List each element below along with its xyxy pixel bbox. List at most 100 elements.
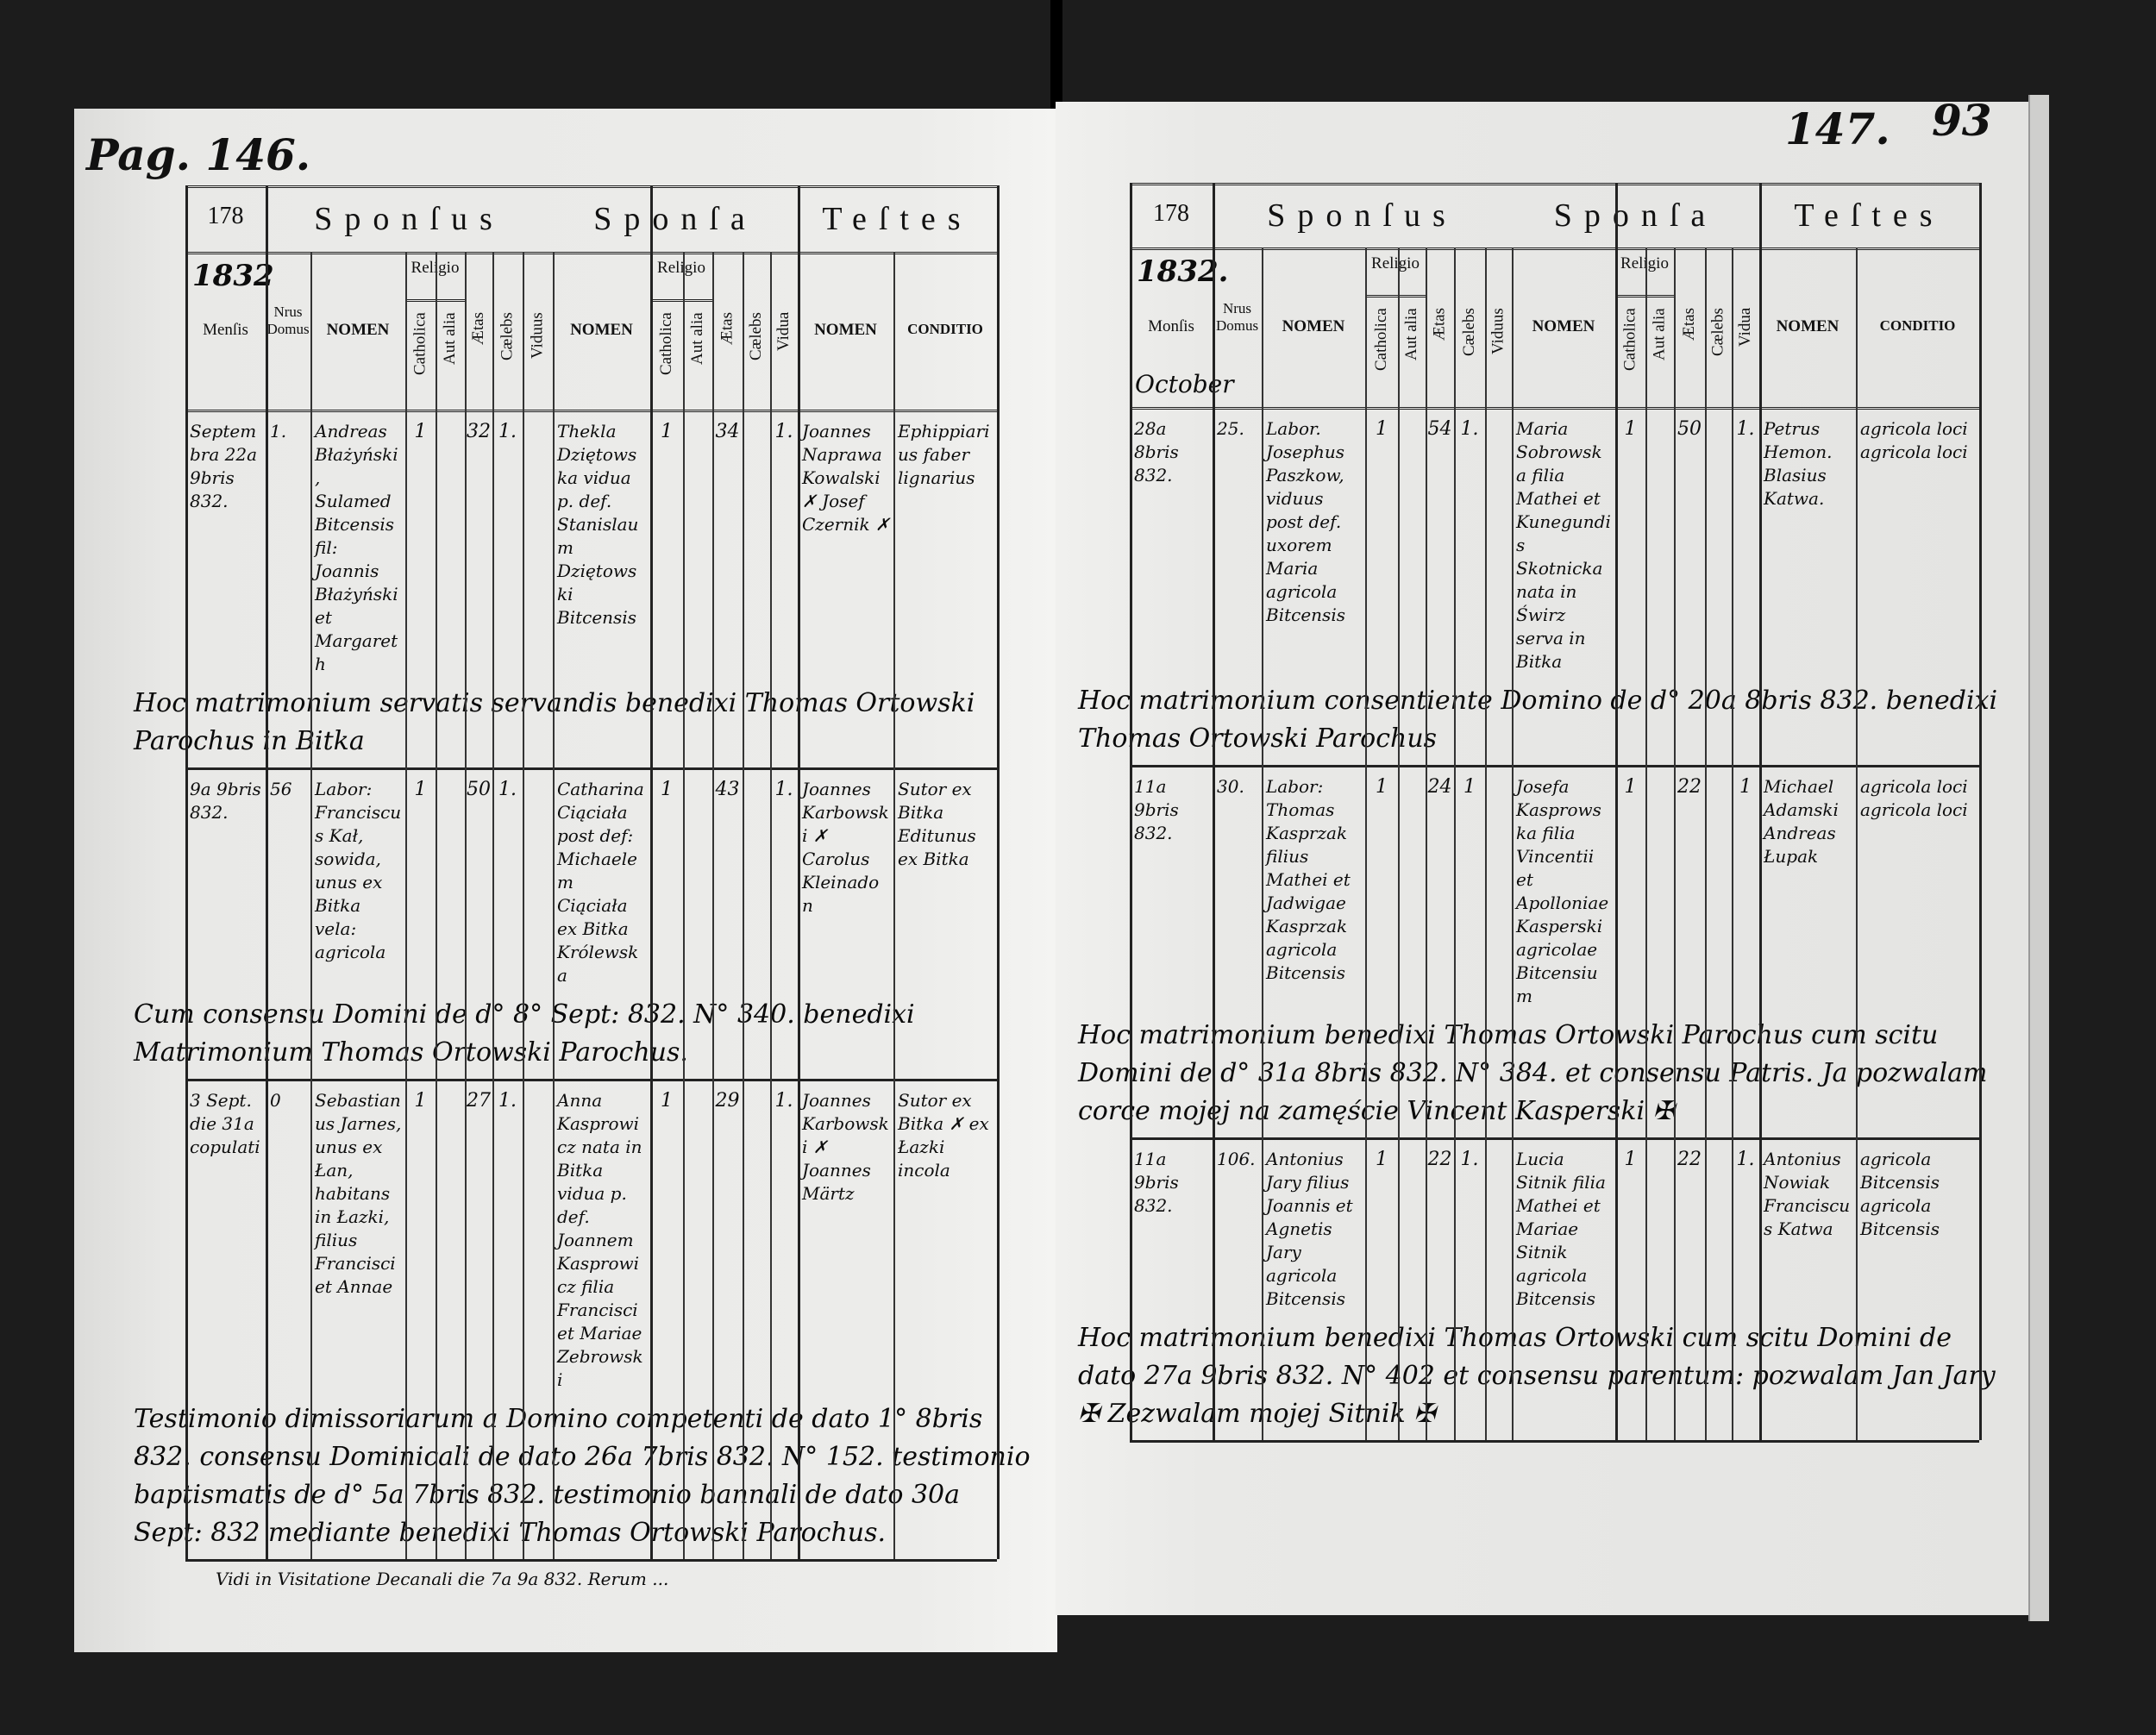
column-rule [310,252,312,1559]
row-divider [185,1079,997,1081]
column-rule [465,252,467,1559]
column-rule [1512,247,1514,1440]
groom-caelebs: 1. [1460,418,1479,440]
groom-caelebs: 1 [1463,776,1476,798]
column-rule [1213,183,1215,1440]
row-divider [1130,765,1979,767]
religio-label: Religio [1371,254,1420,272]
page-number: Pag. 146. [86,129,311,180]
visitation-footer: Vidi in Visitatione Decanali die 7a 9a 8… [216,1569,669,1589]
catholica-header: Catholica [411,312,429,375]
table-rule [185,410,997,416]
caelebs-header: Cælebs [1708,308,1727,356]
column-rule [712,252,714,1559]
entry-date: 28a 8bris 832. [1134,418,1179,485]
column-rule [1759,183,1762,1440]
vidua-header: Vidua [774,312,793,352]
row-divider [185,1559,997,1562]
bride-age: 29 [715,1090,740,1112]
house-number: 30. [1217,776,1244,797]
viduus-header: Viduus [1489,308,1507,354]
groom-caelebs: 1. [498,421,517,442]
table-rule [1130,407,1979,413]
bride-catholica: 1 [1624,418,1637,440]
sponsus-nomen-header: NOMEN [1282,316,1345,335]
column-rule [1130,183,1132,1440]
witness-names: Antonius Nowiak Franciscus Katwa [1764,1149,1851,1239]
religio-rule [405,299,465,305]
sponsus-header: Sponſus [314,200,505,237]
witness-condition: agricola Bitcensis agricola Bitcensis [1860,1149,1940,1239]
bride-age: 22 [1677,1149,1702,1170]
column-rule [436,252,437,1559]
religio-label: Religio [411,259,460,277]
groom-name: Labor: Franciscus Kał, sowida, unus ex B… [315,779,402,962]
bride-name: Maria Sobrowska filia Mathei et Kunegund… [1516,418,1611,672]
bride-name: Josefa Kasprowska filia Vincentii et Apo… [1516,776,1609,1006]
bride-catholica: 1 [1624,1149,1637,1170]
conditio-header: CONDITIO [1879,316,1956,334]
groom-name: Antonius Jary filius Joannis et Agnetis … [1266,1149,1353,1309]
nrus-domus-header: Nrus Domus [1215,299,1259,334]
column-rule [997,185,1000,1559]
caelebs-header: Cælebs [747,312,765,360]
witness-names: Joannes Karbowski ✗ Carolus Kleinadon [802,779,889,916]
table-rule [185,185,997,191]
column-rule [1262,247,1263,1440]
groom-name: Labor: Thomas Kasprzak filius Mathei et … [1266,776,1351,983]
bride-age: 50 [1677,418,1702,440]
witness-condition: agricola loci agricola loci [1860,776,1968,820]
column-rule [523,252,524,1559]
groom-name: Sebastianus Jarnes, unus ex Łan, habitan… [315,1090,402,1297]
column-rule [1426,247,1427,1440]
bride-catholica: 1 [661,1090,673,1112]
entry-date: Septembra 22a 9bris 832. [190,421,258,511]
table-corner-number: 178 [1153,200,1189,227]
column-rule [1856,247,1858,1440]
right-page [1056,102,2032,1615]
groom-caelebs: 1. [498,779,517,800]
mensis-header: Menſis [203,320,248,339]
bride-name: Thekla Dziętowska vidua p. def. Stanisla… [557,421,639,628]
column-rule [743,252,744,1559]
table-corner-number: 178 [207,203,244,229]
groom-age: 32 [467,421,491,442]
column-rule [1979,183,1982,1440]
column-rule [683,252,685,1559]
bride-vidua: 1. [774,779,793,800]
entry-date: 9a 9bris 832. [190,779,261,823]
groom-catholica: 1 [414,1090,427,1112]
entry-date: 11a 9bris 832. [1134,1149,1179,1216]
house-number: 0 [270,1090,281,1111]
entry-note: Testimonio dimissoriarum a Domino compet… [134,1404,1031,1548]
witness-condition: agricola loci agricola loci [1860,418,1968,462]
witness-condition: Ephippiarius faber lignarius [898,421,990,488]
witness-condition: Sutor ex Bitka Editunus ex Bitka [898,779,976,869]
groom-age: 50 [467,779,491,800]
table-rule [185,252,997,258]
row-divider [185,767,997,770]
row-divider [1130,1440,1979,1443]
entry-note: Cum consensu Domini de d° 8° Sept: 832. … [134,999,915,1068]
sponsus-nomen-header: NOMEN [326,320,390,339]
column-rule [1398,247,1400,1440]
column-rule [770,252,772,1559]
row-divider [1130,1137,1979,1140]
column-rule [893,252,895,1559]
entry-note: Hoc matrimonium consentiente Domino de d… [1078,686,1998,754]
entry-note: Hoc matrimonium benedixi Thomas Ortowski… [1078,1020,1988,1126]
entry-date: 11a 9bris 832. [1134,776,1179,843]
viduus-header: Viduus [528,312,547,359]
groom-age: 22 [1427,1149,1452,1170]
testes-nomen-header: NOMEN [814,320,877,339]
column-rule [798,185,800,1559]
sponsa-header: Sponſa [1553,197,1718,234]
column-rule [1732,247,1733,1440]
column-rule [492,252,494,1559]
bride-name: Anna Kasprowicz nata in Bitka vidua p. d… [557,1090,643,1390]
groom-catholica: 1 [1376,418,1388,440]
entry-note: Hoc matrimonium servatis servandis bened… [134,688,975,756]
bride-catholica: 1 [661,779,673,800]
groom-catholica: 1 [414,779,427,800]
catholica-header: Catholica [1620,308,1639,371]
